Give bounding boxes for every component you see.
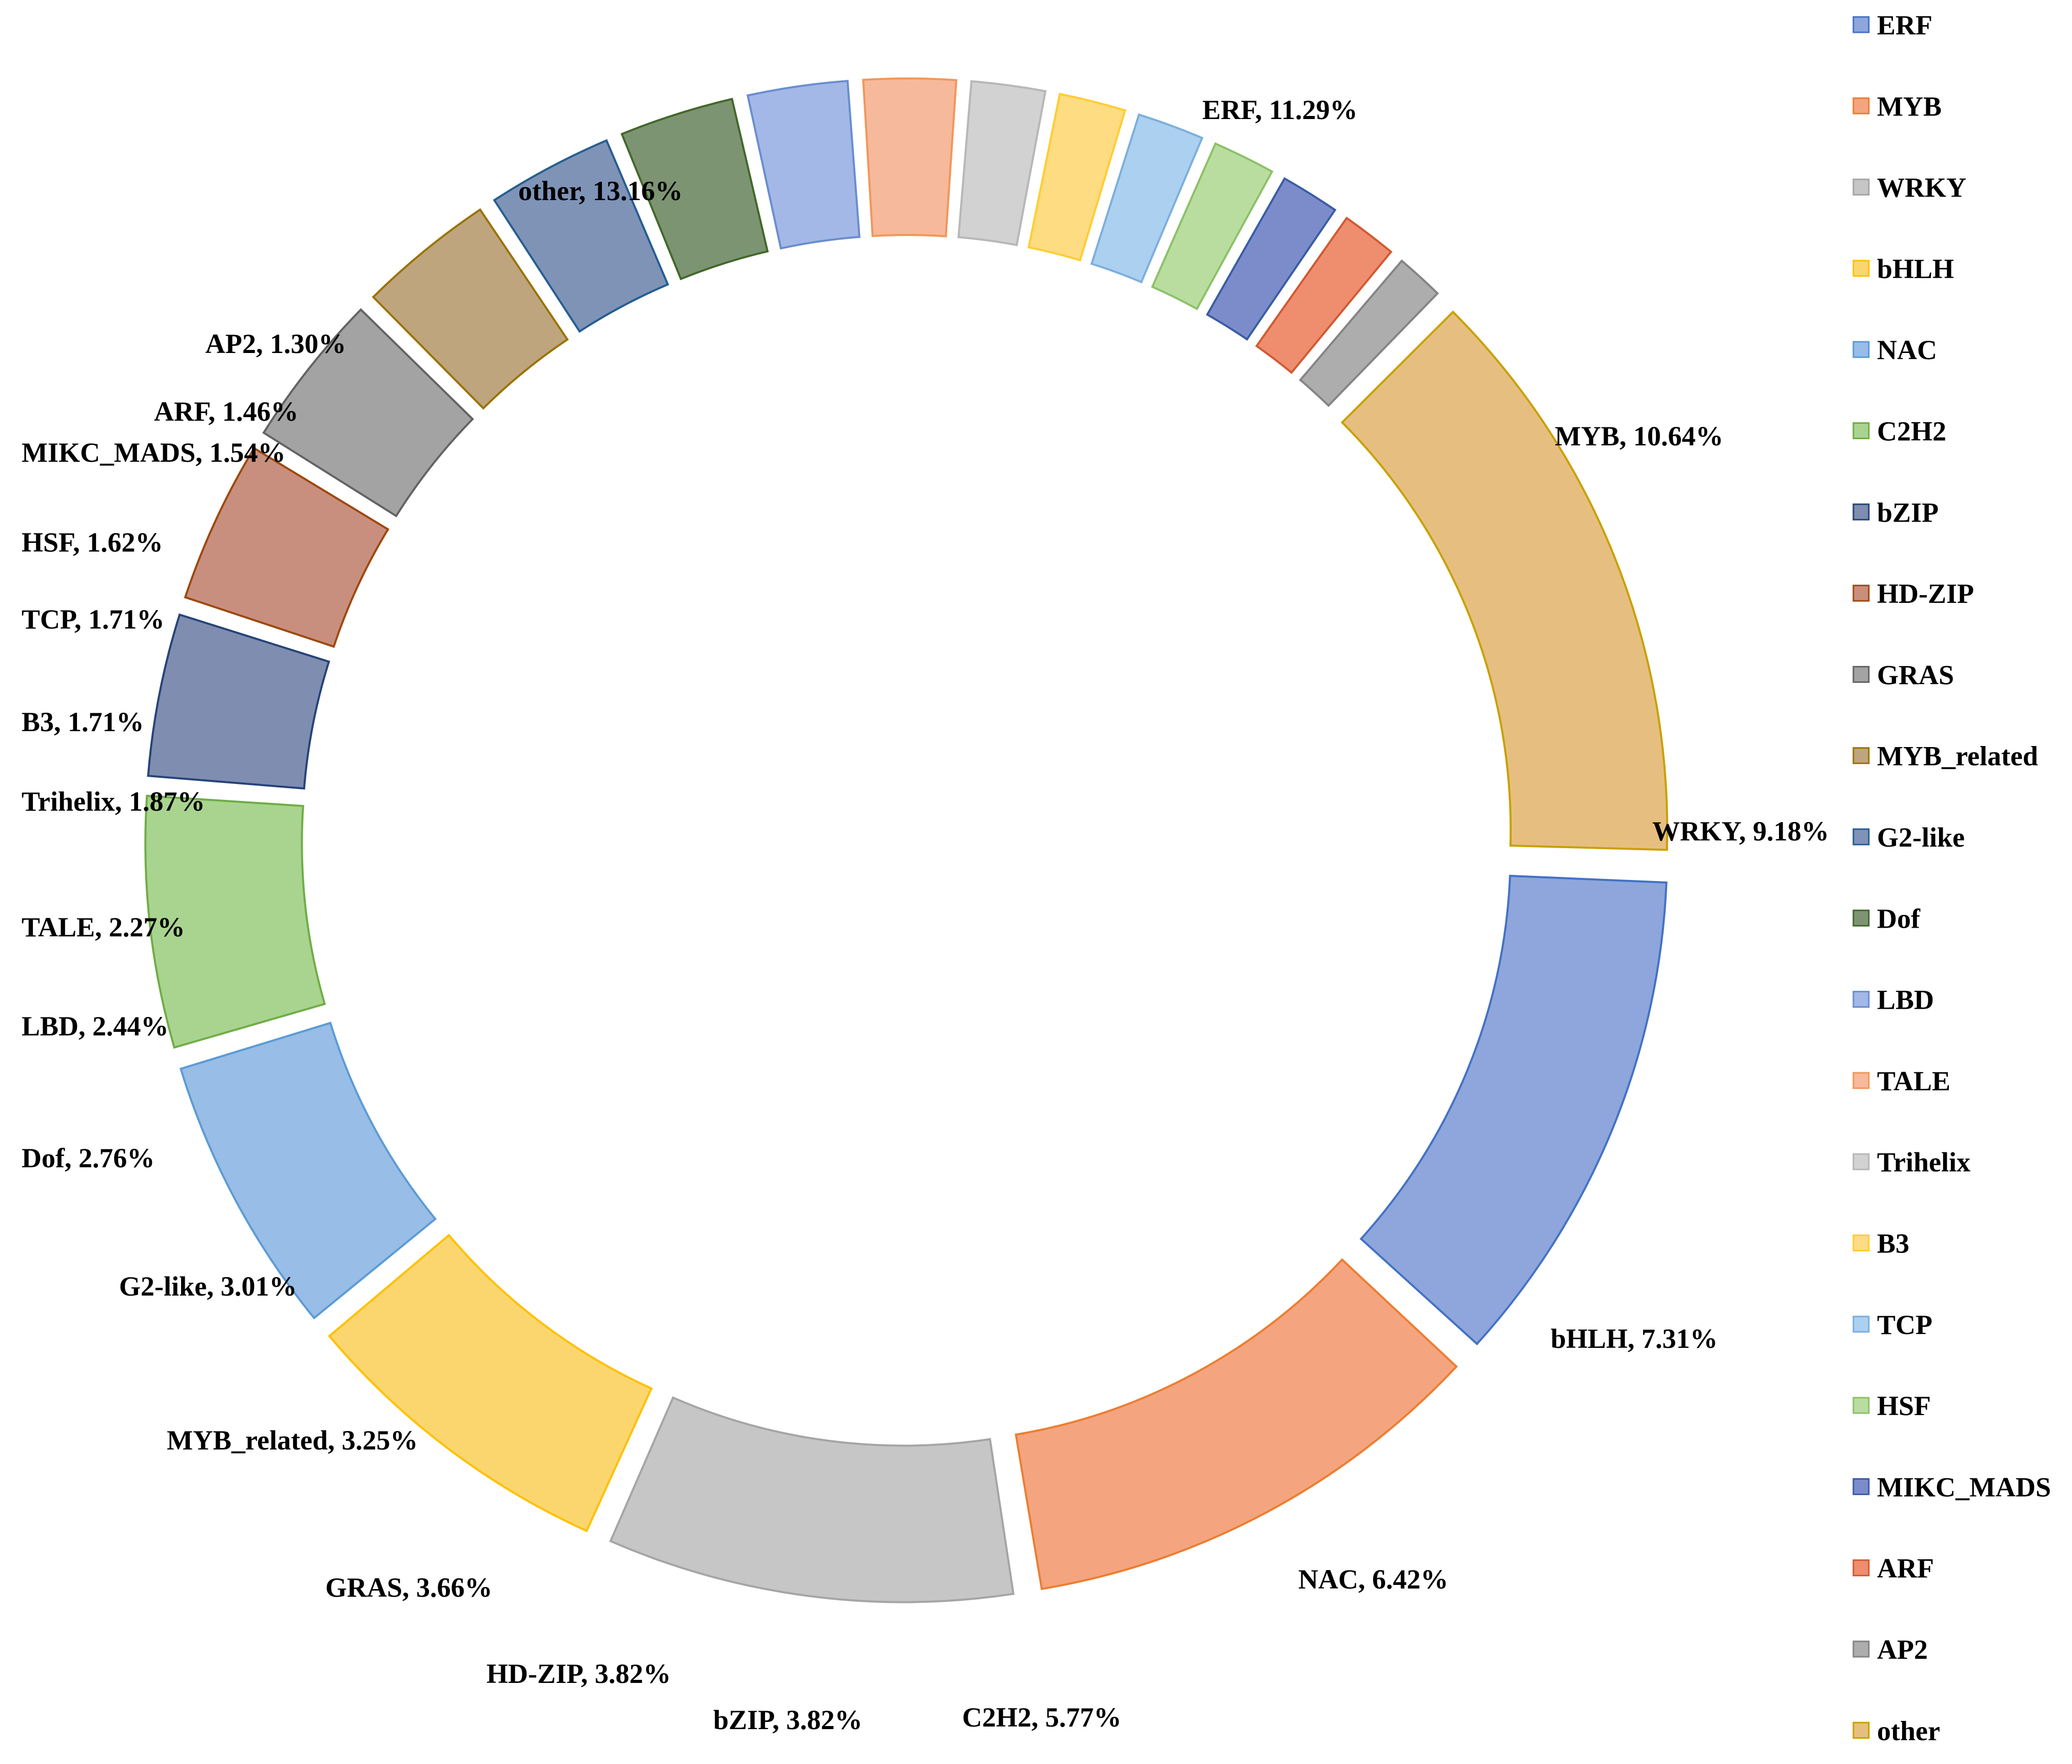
data-label-gras: GRAS, 3.66% bbox=[325, 1572, 493, 1603]
legend-swatch-dof bbox=[1852, 909, 1870, 927]
legend-swatch-c2h2 bbox=[1852, 422, 1870, 439]
legend-swatch-mikc-mads bbox=[1852, 1478, 1870, 1495]
legend-label-trihelix: Trihelix bbox=[1877, 1147, 1970, 1178]
slice-dof bbox=[620, 97, 769, 281]
legend-label-hd-zip: HD-ZIP bbox=[1877, 578, 1974, 609]
data-label-wrky: WRKY, 9.18% bbox=[1652, 816, 1829, 847]
legend-label-myb: MYB bbox=[1877, 91, 1942, 122]
legend-swatch-gras bbox=[1852, 665, 1870, 683]
slice-nac bbox=[179, 1022, 437, 1320]
legend-label-nac: NAC bbox=[1877, 335, 1937, 365]
legend-label-bzip: bZIP bbox=[1877, 497, 1939, 528]
legend-swatch-myb bbox=[1852, 97, 1870, 114]
legend-swatch-trihelix bbox=[1852, 1153, 1870, 1170]
legend-swatch-erf bbox=[1852, 16, 1870, 33]
legend-label-erf: ERF bbox=[1877, 10, 1932, 41]
legend-swatch-bhlh bbox=[1852, 260, 1870, 277]
data-label-g2-like: G2-like, 3.01% bbox=[119, 1271, 297, 1302]
legend-swatch-tale bbox=[1852, 1072, 1870, 1089]
slice-trihelix bbox=[957, 80, 1047, 246]
legend-swatch-tcp bbox=[1852, 1316, 1870, 1333]
legend-label-b3: B3 bbox=[1877, 1228, 1909, 1259]
slice-hd-zip bbox=[184, 446, 389, 648]
legend-swatch-arf bbox=[1852, 1559, 1870, 1577]
slice-arf bbox=[1255, 217, 1393, 374]
legend-swatch-hsf bbox=[1852, 1397, 1870, 1414]
legend-swatch-myb-related bbox=[1852, 747, 1870, 765]
legend-label-myb-related: MYB_related bbox=[1877, 741, 2038, 772]
legend-label-g2-like: G2-like bbox=[1877, 822, 1965, 853]
data-label-ap2: AP2, 1.30% bbox=[205, 328, 346, 359]
legend-label-c2h2: C2H2 bbox=[1877, 416, 1946, 447]
slice-ap2 bbox=[1299, 259, 1439, 407]
legend-label-tale: TALE bbox=[1877, 1066, 1950, 1096]
slice-tale bbox=[862, 77, 957, 238]
slice-other bbox=[1340, 310, 1669, 851]
slice-hsf bbox=[1151, 142, 1274, 310]
slice-tcp bbox=[1090, 113, 1204, 284]
slice-bzip bbox=[147, 613, 330, 790]
data-label-bzip: bZIP, 3.82% bbox=[713, 1704, 863, 1735]
slice-c2h2 bbox=[144, 794, 326, 1049]
legend-swatch-lbd bbox=[1852, 991, 1870, 1008]
data-label-hsf: HSF, 1.62% bbox=[22, 527, 163, 558]
slice-lbd bbox=[746, 80, 861, 250]
slice-bhlh bbox=[327, 1233, 653, 1533]
legend-label-gras: GRAS bbox=[1877, 659, 1954, 690]
slice-mikc-mads bbox=[1206, 177, 1337, 341]
legend-label-lbd: LBD bbox=[1877, 985, 1934, 1015]
legend-label-hsf: HSF bbox=[1877, 1390, 1931, 1421]
data-label-other: other, 13.16% bbox=[518, 175, 683, 206]
data-label-arf: ARF, 1.46% bbox=[154, 396, 299, 427]
legend-swatch-b3 bbox=[1852, 1234, 1870, 1251]
legend-swatch-other bbox=[1852, 1721, 1870, 1739]
slice-erf bbox=[1359, 874, 1668, 1346]
slice-myb bbox=[1014, 1258, 1458, 1591]
data-labels: ERF, 11.29% MYB, 10.64% WRKY, 9.18% bHLH, 7… bbox=[22, 94, 1829, 1735]
slice-myb-related bbox=[372, 208, 569, 410]
data-label-trihelix: Trihelix, 1.87% bbox=[22, 786, 205, 817]
legend-swatch-nac bbox=[1852, 341, 1870, 358]
legend-label-arf: ARF bbox=[1877, 1553, 1934, 1584]
data-label-bhlh: bHLH, 7.31% bbox=[1551, 1323, 1718, 1354]
data-label-myb: MYB, 10.64% bbox=[1555, 421, 1723, 452]
legend-swatch-ap2 bbox=[1852, 1640, 1870, 1658]
data-label-tale: TALE, 2.27% bbox=[22, 912, 185, 943]
data-label-erf: ERF, 11.29% bbox=[1202, 94, 1358, 125]
donut-slices bbox=[144, 77, 1669, 1603]
legend-swatch-wrky bbox=[1852, 179, 1870, 196]
legend-label-bhlh: bHLH bbox=[1877, 253, 1954, 284]
data-label-hd-zip: HD-ZIP, 3.82% bbox=[486, 1658, 671, 1689]
legend-swatch-g2-like bbox=[1852, 828, 1870, 846]
legend-label-mikc-mads: MIKC_MADS bbox=[1877, 1472, 2051, 1502]
slice-wrky bbox=[609, 1396, 1015, 1603]
slice-b3 bbox=[1027, 92, 1127, 262]
legend-swatch-bzip bbox=[1852, 503, 1870, 521]
data-label-c2h2: C2H2, 5.77% bbox=[962, 1702, 1122, 1733]
slice-g2-like bbox=[493, 139, 670, 333]
data-label-dof: Dof, 2.76% bbox=[22, 1143, 154, 1173]
legend-label-wrky: WRKY bbox=[1877, 172, 1966, 203]
slice-gras bbox=[262, 308, 474, 518]
data-label-b3: B3, 1.71% bbox=[22, 707, 144, 737]
legend-label-other: other bbox=[1877, 1715, 1940, 1746]
legend-swatch-hd-zip bbox=[1852, 584, 1870, 602]
legend-label-dof: Dof bbox=[1877, 903, 1921, 934]
data-label-tcp: TCP, 1.71% bbox=[22, 604, 165, 635]
legend-label-tcp: TCP bbox=[1877, 1309, 1932, 1340]
legend-label-ap2: AP2 bbox=[1877, 1634, 1928, 1665]
data-label-myb-related: MYB_related, 3.25% bbox=[167, 1425, 418, 1456]
legend: ERF MYB WRKY bHLH NAC C2H2 bZIP HD-ZIP GRAS MYB_r… bbox=[1852, 10, 2051, 1746]
data-label-lbd: LBD, 2.44% bbox=[22, 1011, 169, 1042]
data-label-mikc-mads: MIKC_MADS, 1.54% bbox=[22, 437, 285, 468]
data-label-nac: NAC, 6.42% bbox=[1298, 1564, 1449, 1595]
